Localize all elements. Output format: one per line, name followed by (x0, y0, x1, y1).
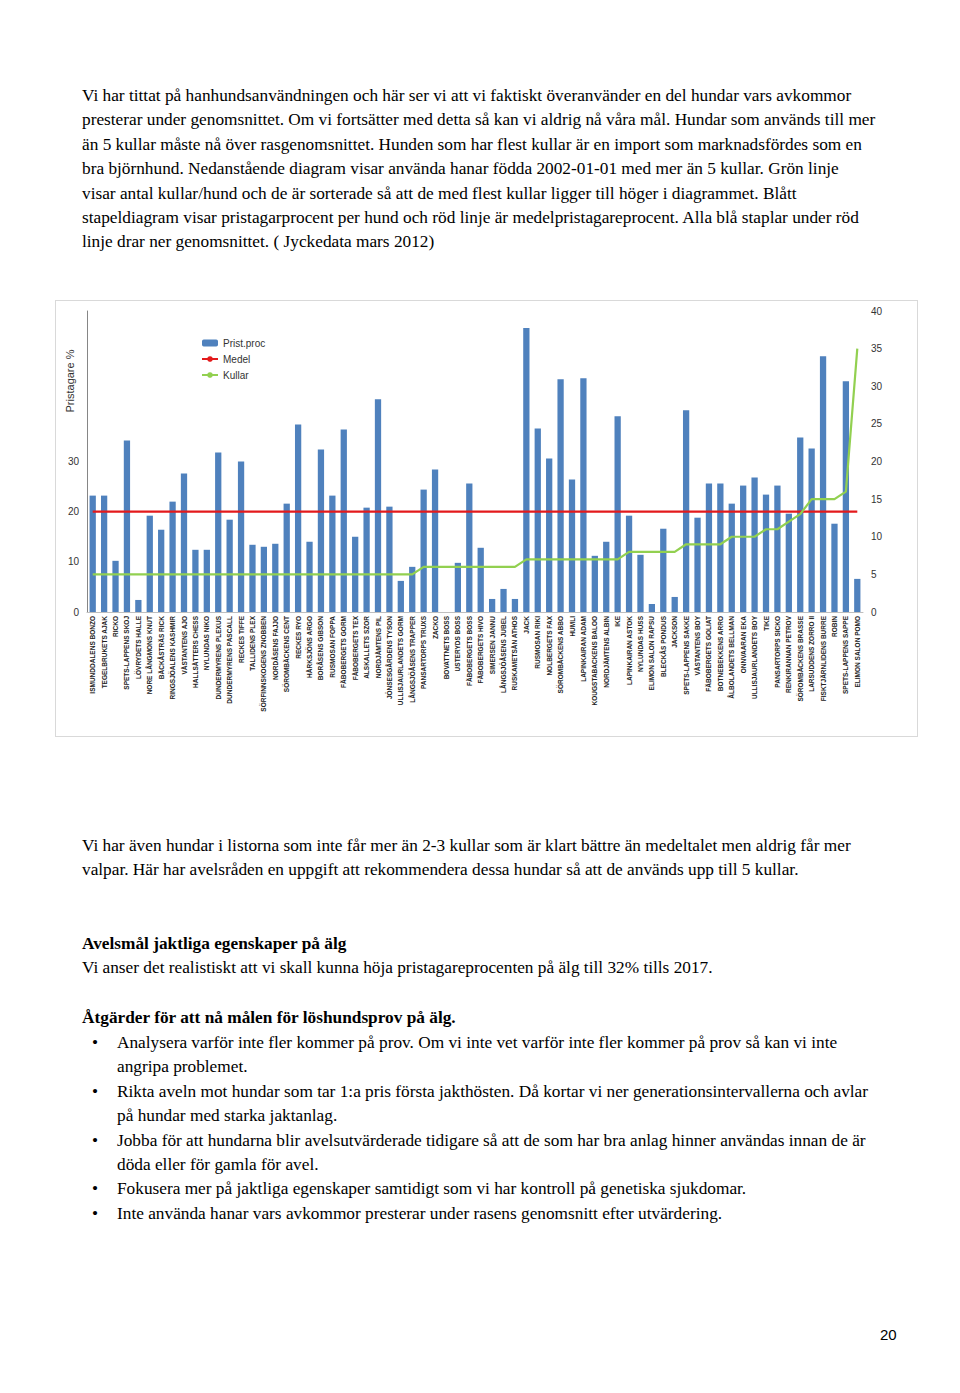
svg-text:SÖROMBÄCKENS CENT: SÖROMBÄCKENS CENT (282, 616, 290, 692)
svg-text:ROBIN: ROBIN (831, 616, 838, 637)
svg-text:SPETS-LAPPENS SAPPE: SPETS-LAPPENS SAPPE (842, 615, 849, 694)
svg-text:FÄBOBERGETS GORM: FÄBOBERGETS GORM (340, 616, 347, 688)
html-text:Åtgärder för att nå målen för: Åtgärder för att nå målen för löshundspr… (82, 1008, 456, 1027)
svg-text:NORDÅSENS FAJJO: NORDÅSENS FAJJO (271, 616, 279, 680)
html-text:Fokusera mer på jaktliga egens: Fokusera mer på jaktliga egenskaper samt… (117, 1179, 747, 1199)
html-text:Vi anser det realistiskt att v: Vi anser det realistiskt att vi skall ku… (82, 958, 713, 977)
svg-text:LAPINKAIRAN ADAM: LAPINKAIRAN ADAM (580, 616, 587, 682)
svg-text:0: 0 (871, 607, 877, 618)
svg-text:Pristagare %: Pristagare % (64, 349, 76, 412)
svg-text:HUMLI: HUMLI (569, 616, 576, 637)
svg-text:HÄRKSJÖNS ARGO: HÄRKSJÖNS ARGO (305, 616, 313, 678)
svg-text:SÖROMBÄCKENS BRASSE: SÖROMBÄCKENS BRASSE (796, 615, 804, 701)
svg-text:JÖNSESGÅRDENS TYSON: JÖNSESGÅRDENS TYSON (385, 616, 393, 699)
svg-text:USTERYDS BOSS: USTERYDS BOSS (454, 615, 461, 671)
svg-text:NORE LÅNGMONS KNUT: NORE LÅNGMONS KNUT (145, 616, 153, 694)
svg-text:FÄBOBERGETS GOLIAT: FÄBOBERGETS GOLIAT (705, 616, 712, 692)
svg-text:BOTNEBEKKENS ARRO: BOTNEBEKKENS ARRO (717, 616, 724, 691)
svg-text:10: 10 (871, 531, 883, 542)
svg-text:5: 5 (871, 569, 877, 580)
svg-text:LAPINKAIRAN ASTOK: LAPINKAIRAN ASTOK (626, 616, 633, 685)
svg-text:ALSKALLETS SZOR: ALSKALLETS SZOR (363, 616, 370, 679)
html-text:Inte använda hanar vars avkomm: Inte använda hanar vars avkommor prester… (117, 1203, 723, 1223)
html-text:Jobba för att hundarna blir av: Jobba för att hundarna blir avelsutvärde… (117, 1130, 866, 1174)
svg-text:VÄSTANTENS BOY: VÄSTANTENS BOY (694, 615, 701, 675)
svg-text:TALLIDENS PLEX: TALLIDENS PLEX (249, 615, 256, 670)
svg-text:BORÅSENS GIBSON: BORÅSENS GIBSON (316, 616, 324, 681)
svg-text:SÖRFINNSKOGENS ZNOBBEN: SÖRFINNSKOGENS ZNOBBEN (259, 616, 267, 712)
svg-text:SIMERSEN JANNU: SIMERSEN JANNU (489, 616, 496, 674)
svg-text:IKE: IKE (614, 615, 621, 627)
svg-text:RUSMOSAN FOPPA: RUSMOSAN FOPPA (329, 616, 336, 678)
svg-text:NYLUNDAS NIKO: NYLUNDAS NIKO (203, 616, 210, 670)
svg-text:Medel: Medel (223, 354, 250, 365)
svg-text:TIKE: TIKE (763, 615, 770, 630)
svg-text:25: 25 (871, 418, 883, 429)
html-text:20: 20 (880, 1326, 897, 1343)
svg-text:RECKES RYO: RECKES RYO (295, 616, 302, 659)
svg-text:NYLUNDAS HUSS: NYLUNDAS HUSS (637, 615, 644, 672)
svg-text:ULLISJAURLANDETS BOY: ULLISJAURLANDETS BOY (751, 615, 758, 699)
svg-text:ÅLBOLANDETS BELLMAN: ÅLBOLANDETS BELLMAN (727, 616, 735, 699)
svg-text:SPETS-LAPPENS SAKKE: SPETS-LAPPENS SAKKE (683, 615, 690, 694)
svg-text:10: 10 (68, 556, 80, 567)
svg-text:LÅNGSJÖÅSENS JUBEL: LÅNGSJÖÅSENS JUBEL (499, 616, 507, 693)
svg-text:LÖVRYDETS HALLE: LÖVRYDETS HALLE (134, 615, 142, 679)
svg-text:ELIMON SALON RAPSU: ELIMON SALON RAPSU (648, 616, 655, 691)
svg-text:30: 30 (68, 456, 80, 467)
svg-text:NORDJÄMTENS PIL: NORDJÄMTENS PIL (375, 616, 382, 678)
svg-text:KOUGSTABACKENS BALOO: KOUGSTABACKENS BALOO (591, 616, 598, 705)
svg-text:LARSUDDENS ZORRO II: LARSUDDENS ZORRO II (808, 616, 815, 692)
html-text:Analysera varför inte fler kom: Analysera varför inte fler kommer på pro… (117, 1033, 838, 1077)
svg-text:NOLBERGETS FAX: NOLBERGETS FAX (546, 615, 553, 675)
svg-text:FÄBOBERGETS BOSS: FÄBOBERGETS BOSS (466, 615, 473, 686)
svg-text:TEGELBRUKETS AJAK: TEGELBRUKETS AJAK (101, 616, 108, 689)
svg-text:JACKSON: JACKSON (671, 616, 678, 648)
svg-text:PANSARTORPS SICKO: PANSARTORPS SICKO (774, 616, 781, 688)
svg-text:BOVATTNETS BOSS: BOVATTNETS BOSS (443, 615, 450, 679)
svg-text:SÖROMBÄCKENS ABBO: SÖROMBÄCKENS ABBO (556, 616, 564, 693)
svg-text:Kullar: Kullar (223, 370, 249, 381)
svg-text:ISMUNDDALENS BONZO: ISMUNDDALENS BONZO (89, 616, 96, 694)
svg-text:ZACKO: ZACKO (432, 616, 439, 639)
svg-text:40: 40 (871, 306, 883, 317)
svg-text:30: 30 (871, 381, 883, 392)
html-text:Vi har tittat på hanhundsanvän: Vi har tittat på hanhundsanvändningen oc… (82, 86, 876, 252)
svg-text:BÄCKÅSTRÄS RICK: BÄCKÅSTRÄS RICK (157, 616, 165, 680)
svg-text:JACK: JACK (523, 616, 530, 634)
svg-text:VÄSTANTENS AJO: VÄSTANTENS AJO (181, 616, 188, 675)
html-text:Avelsmål jaktliga egenskaper p: Avelsmål jaktliga egenskaper på älg (82, 934, 347, 953)
svg-text:DUNDERMYRENS PASCALL: DUNDERMYRENS PASCALL (226, 616, 233, 704)
svg-text:20: 20 (871, 456, 883, 467)
svg-text:FÄBOBERGETS HIVO: FÄBOBERGETS HIVO (477, 616, 484, 684)
svg-text:ONNVAARAN EKA: ONNVAARAN EKA (740, 616, 747, 674)
html-text:Vi har även hundar i listorna: Vi har även hundar i listorna som inte f… (82, 836, 851, 880)
svg-text:RUSKAMETSÄN ATHOS: RUSKAMETSÄN ATHOS (511, 615, 518, 690)
svg-text:DUNDERMYRENS PLEXUS: DUNDERMYRENS PLEXUS (215, 615, 222, 699)
svg-text:PANSARTORPS TRUXS: PANSARTORPS TRUXS (420, 615, 427, 689)
svg-text:0: 0 (73, 607, 79, 618)
svg-text:LÅNGSJÖÅSENS TRAPPER: LÅNGSJÖÅSENS TRAPPER (408, 616, 416, 703)
svg-text:FISKTJÄRNLIDENS BURRE: FISKTJÄRNLIDENS BURRE (820, 615, 827, 701)
svg-text:FÄBOBERGETS TEX: FÄBOBERGETS TEX (352, 615, 359, 680)
svg-text:HALLSÄTTERS CHESS: HALLSÄTTERS CHESS (192, 615, 199, 688)
svg-text:RENKIRANNAN PETROV: RENKIRANNAN PETROV (785, 615, 792, 693)
svg-text:RUSMOSAN RIKI: RUSMOSAN RIKI (534, 616, 541, 669)
svg-text:ULLISJAURLANDETS GORM: ULLISJAURLANDETS GORM (397, 616, 404, 705)
svg-text:BLECKÅS PONDUS: BLECKÅS PONDUS (659, 615, 667, 677)
svg-text:NORDJÄMTENS ALBIN: NORDJÄMTENS ALBIN (603, 616, 610, 688)
svg-text:20: 20 (68, 506, 80, 517)
svg-text:RECKES TIFFE: RECKES TIFFE (238, 615, 245, 663)
svg-text:35: 35 (871, 343, 883, 354)
html-text:Rikta aveln mot hundar som tar: Rikta aveln mot hundar som tar 1:a pris … (117, 1081, 868, 1126)
svg-text:RICKO: RICKO (112, 616, 119, 637)
svg-text:SPETS-LAPPENS SKOJ: SPETS-LAPPENS SKOJ (123, 616, 130, 690)
svg-text:Prist.proc: Prist.proc (223, 338, 265, 349)
svg-text:15: 15 (871, 494, 883, 505)
svg-text:ELIMON SALON POMO: ELIMON SALON POMO (854, 616, 861, 688)
svg-text:RINGSJÖALENS KASHMIR: RINGSJÖALENS KASHMIR (168, 616, 176, 700)
